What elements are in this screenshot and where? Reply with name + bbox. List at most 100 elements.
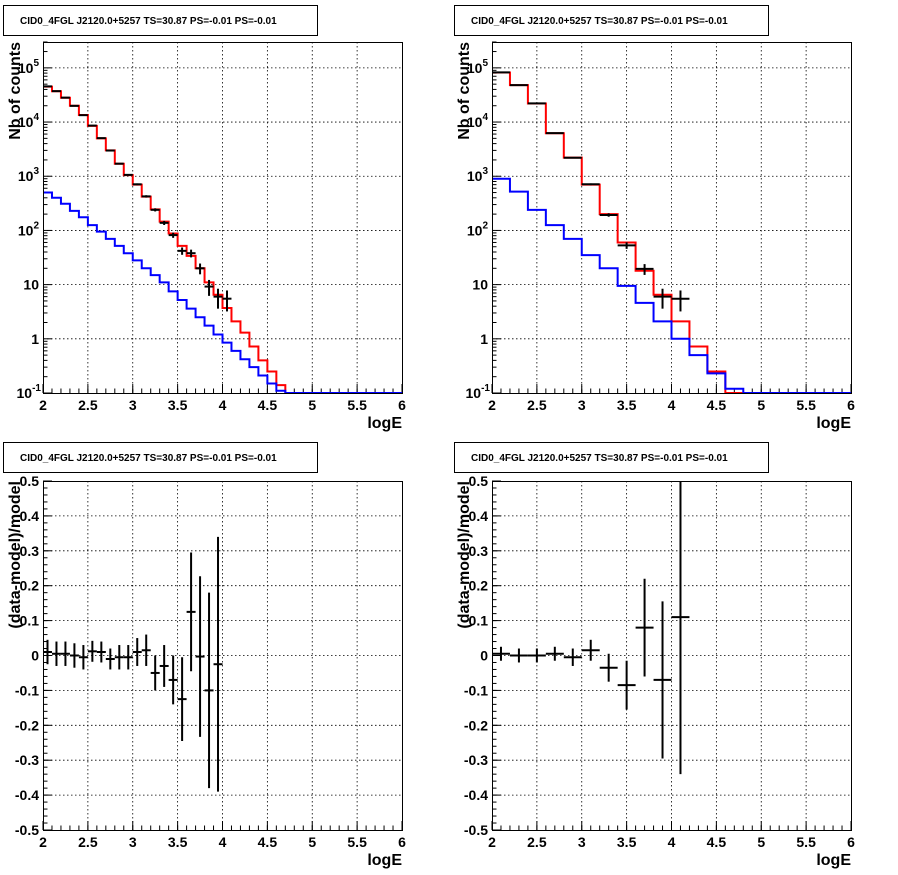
x-tick-label: 4.5 (258, 397, 278, 413)
y-tick-label: 0.2 (20, 578, 40, 594)
y-axis-label: Nb of counts (7, 42, 24, 140)
model-source-histogram (492, 177, 851, 393)
x-tick-label: 2.5 (78, 397, 98, 413)
data-point (563, 648, 582, 666)
data-point (69, 643, 79, 668)
x-tick-label: 5 (757, 834, 765, 850)
data-point (671, 481, 690, 775)
x-tick-label: 4 (219, 834, 227, 850)
data-point (159, 645, 169, 687)
y-tick-label: 0.3 (469, 543, 489, 559)
x-tick-label: 3 (129, 834, 137, 850)
y-tick-label: 0 (31, 648, 39, 664)
x-tick-label: 2.5 (78, 834, 98, 850)
y-axis: -0.5 -0.4 -0.3 -0.2 -0.1 0 0.1 0.2 0.3 0.4 0.5(dat… (456, 473, 851, 838)
x-tick-label: 3.5 (617, 834, 637, 850)
y-tick-label: 1 (480, 331, 488, 347)
data-point (527, 648, 546, 663)
y-tick-label: -0.4 (464, 787, 488, 803)
y-tick-label: -0.5 (464, 822, 488, 838)
chart-title-box: CID0_4FGL J2120.0+5257 TS=30.87 PS=-0.01… (3, 442, 318, 473)
model-total-histogram (492, 71, 851, 393)
y-tick-label: 104 (467, 112, 489, 130)
data-point (186, 249, 196, 258)
x-tick-label: 4.5 (707, 397, 727, 413)
data-point (204, 279, 214, 296)
x-tick-label: 5.5 (796, 834, 816, 850)
data-point (635, 264, 654, 275)
data-point (186, 552, 196, 672)
y-tick-label: -0.3 (464, 752, 488, 768)
x-tick-label: 4 (668, 397, 676, 413)
title-box-frame (454, 442, 769, 473)
data-point (168, 655, 178, 705)
data-point (195, 576, 205, 737)
y-tick-label: 0.4 (20, 508, 40, 524)
x-tick-label: 2 (39, 397, 47, 413)
chart-title-box: CID0_4FGL J2120.0+5257 TS=30.87 PS=-0.01… (454, 442, 769, 473)
x-tick-label: 3 (129, 397, 137, 413)
data-point (132, 183, 142, 186)
x-tick-label: 5.5 (347, 397, 367, 413)
y-tick-label: -0.4 (15, 787, 39, 803)
plot-frame (492, 481, 852, 831)
model-total-histogram (43, 85, 402, 393)
y-tick-label: -0.3 (15, 752, 39, 768)
data-point (222, 290, 232, 312)
plot-frame (492, 42, 852, 394)
chart-panel-3: CID0_4FGL J2120.0+5257 TS=30.87 PS=-0.01… (3, 442, 406, 869)
chart-title: CID0_4FGL J2120.0+5257 TS=30.87 PS=-0.01… (471, 453, 728, 464)
model-source-histogram (43, 191, 402, 393)
x-axis-label: logE (367, 415, 402, 432)
x-tick-label: 4 (668, 834, 676, 850)
x-axis: 2 2.5 3 3.5 4 4.5 5 5.5 6 logE (39, 481, 406, 869)
chart-title: CID0_4FGL J2120.0+5257 TS=30.87 PS=-0.01… (471, 16, 728, 27)
plot-frame (43, 481, 403, 831)
data-point (617, 660, 636, 710)
y-axis-label: Nb of counts (456, 42, 473, 140)
data-point (78, 645, 88, 670)
x-tick-label: 2.5 (527, 397, 547, 413)
data-point (168, 232, 178, 238)
chart-panel-4: CID0_4FGL J2120.0+5257 TS=30.87 PS=-0.01… (454, 442, 855, 869)
data-point (114, 162, 124, 165)
data-point (150, 208, 160, 212)
y-tick-label: 104 (18, 112, 40, 130)
data-points (43, 85, 232, 312)
y-tick-label: 0 (480, 648, 488, 664)
y-tick-label: 10-1 (466, 383, 491, 401)
y-tick-label: 105 (467, 58, 489, 76)
y-axis: -0.5 -0.4 -0.3 -0.2 -0.1 0 0.1 0.2 0.3 0.4 0.5(dat… (7, 473, 402, 838)
y-tick-label: 0.2 (469, 578, 489, 594)
data-point (545, 132, 564, 135)
data-point (87, 640, 97, 662)
data-point (617, 242, 636, 249)
data-point (150, 655, 160, 691)
data-point (123, 173, 133, 176)
data-point (141, 195, 151, 198)
data-point (545, 646, 564, 661)
x-tick-label: 4.5 (707, 834, 727, 850)
data-point (159, 220, 169, 225)
data-point (581, 183, 600, 186)
x-tick-label: 6 (847, 834, 855, 850)
title-box-frame (3, 442, 318, 473)
x-tick-label: 6 (398, 397, 406, 413)
y-tick-label: 0.5 (469, 473, 489, 489)
x-tick-label: 2 (39, 834, 47, 850)
title-box-frame (3, 5, 318, 36)
chart-panel-1: CID0_4FGL J2120.0+5257 TS=30.87 PS=-0.01… (3, 5, 406, 432)
chart-title-box: CID0_4FGL J2120.0+5257 TS=30.87 PS=-0.01… (454, 5, 769, 36)
data-point (105, 648, 115, 670)
data-point (509, 648, 528, 663)
data-point (60, 641, 70, 666)
y-axis-label: (data-model)/model (7, 481, 24, 629)
data-point (635, 578, 654, 677)
y-tick-label: -0.2 (464, 717, 488, 733)
chart-panel-2: CID0_4FGL J2120.0+5257 TS=30.87 PS=-0.01… (454, 5, 855, 432)
y-tick-label: 0.1 (469, 613, 489, 629)
chart-title: CID0_4FGL J2120.0+5257 TS=30.87 PS=-0.01… (20, 453, 277, 464)
